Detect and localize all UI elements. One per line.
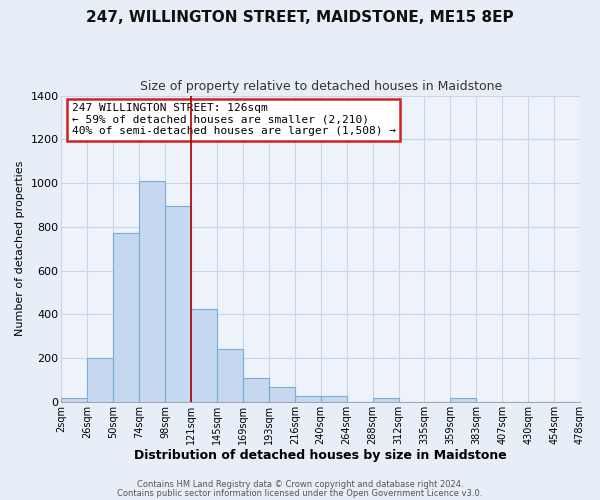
Text: 247, WILLINGTON STREET, MAIDSTONE, ME15 8EP: 247, WILLINGTON STREET, MAIDSTONE, ME15 … bbox=[86, 10, 514, 25]
Bar bbox=[243, 378, 269, 402]
Bar bbox=[295, 396, 321, 402]
Y-axis label: Number of detached properties: Number of detached properties bbox=[15, 161, 25, 336]
Bar bbox=[217, 350, 243, 402]
Bar bbox=[373, 398, 398, 402]
Title: Size of property relative to detached houses in Maidstone: Size of property relative to detached ho… bbox=[140, 80, 502, 93]
Bar bbox=[113, 234, 139, 402]
Bar bbox=[269, 386, 295, 402]
Bar bbox=[61, 398, 88, 402]
Bar bbox=[88, 358, 113, 402]
Bar bbox=[139, 181, 165, 402]
X-axis label: Distribution of detached houses by size in Maidstone: Distribution of detached houses by size … bbox=[134, 450, 507, 462]
Bar bbox=[451, 398, 476, 402]
Text: 247 WILLINGTON STREET: 126sqm
← 59% of detached houses are smaller (2,210)
40% o: 247 WILLINGTON STREET: 126sqm ← 59% of d… bbox=[72, 103, 396, 136]
Text: Contains public sector information licensed under the Open Government Licence v3: Contains public sector information licen… bbox=[118, 488, 482, 498]
Bar bbox=[165, 206, 191, 402]
Text: Contains HM Land Registry data © Crown copyright and database right 2024.: Contains HM Land Registry data © Crown c… bbox=[137, 480, 463, 489]
Bar bbox=[191, 309, 217, 402]
Bar bbox=[321, 396, 347, 402]
